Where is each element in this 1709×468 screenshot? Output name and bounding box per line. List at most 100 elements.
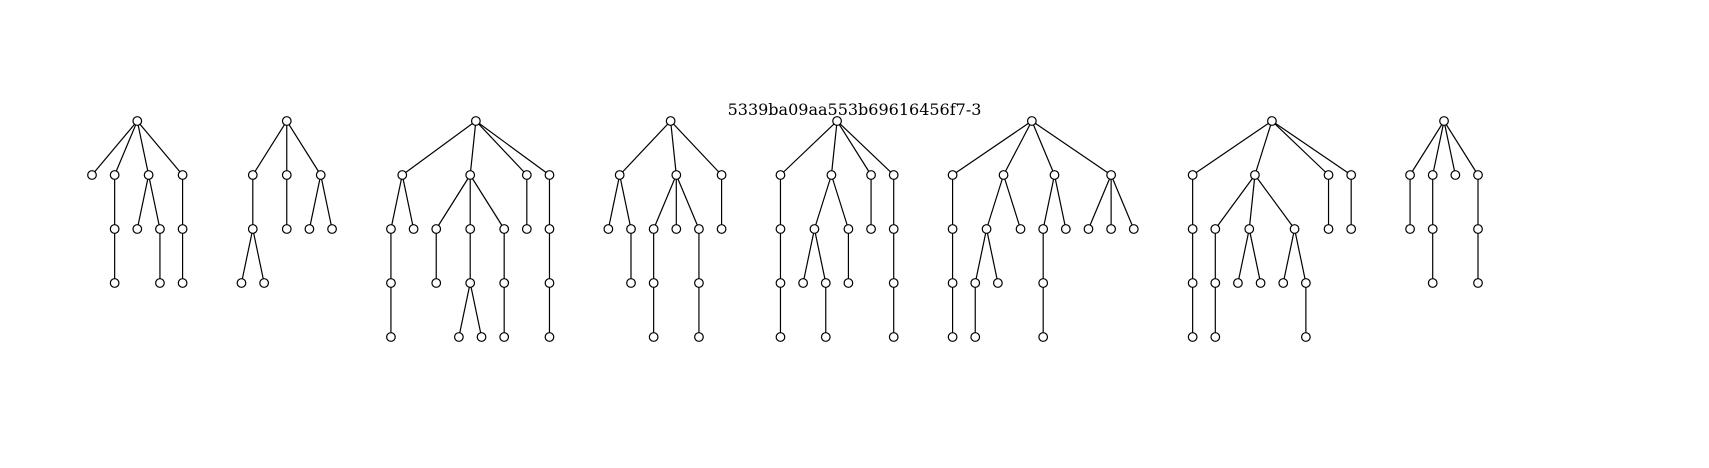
tree-3-node [386,224,396,234]
tree-3-edge [458,282,471,338]
tree-8-node [1473,170,1483,180]
tree-7-edge [1271,120,1352,176]
tree-6-edge [1031,120,1056,176]
tree-6-edge [1042,174,1056,230]
tree-6-node [970,332,981,342]
tree-5-root-node [832,116,842,126]
tree-7-edge [1271,120,1329,176]
tree-5-node [866,170,876,180]
tree-3-edge [469,174,505,230]
tree-1-node [177,224,188,234]
tree-7-edge [1214,174,1256,230]
tree-3-node [431,224,442,234]
tree-3-edge [390,174,403,230]
tree-7-node [1210,332,1221,342]
tree-2-node [259,278,270,288]
tree-7-edge [1293,228,1307,284]
tree-4-edge [619,120,672,176]
tree-2-edge [252,120,288,176]
tree-8-edge [1443,120,1456,176]
tree-6-node [970,278,981,288]
tree-3-node [397,170,408,180]
tree-1-node [155,224,165,234]
tree-7-node [1210,224,1221,234]
tree-6-node [1106,170,1117,180]
tree-7-node [1244,224,1255,234]
tree-7-node [1255,278,1266,288]
tree-5-edge [836,120,872,176]
tree-3-node [465,278,476,288]
tree-5-node [843,278,854,288]
tree-1-node [155,278,165,288]
tree-4-node [603,224,614,234]
tree-5-edge [830,120,838,176]
tree-3-node [386,332,396,342]
tree-6-edge [1003,120,1033,176]
tree-2-node [281,170,292,180]
tree-5-node [775,278,786,288]
tree-6-node [947,332,958,342]
tree-8-node [1405,224,1415,234]
tree-6-node [947,170,958,180]
tree-3-node [499,278,510,288]
tree-3-edge [475,120,550,176]
tree-1-node [109,170,120,180]
tree-8-root-node [1439,116,1449,126]
tree-4-root-node [665,116,676,126]
tree-5-node [888,278,899,288]
tree-6-node [1015,224,1026,234]
tree-7-node [1300,278,1311,288]
tree-5-node [775,170,786,180]
tree-7-edge [1237,228,1250,284]
tree-6-node [1083,224,1094,234]
tree-6-edge [985,174,1005,230]
tree-6-edge [985,228,999,284]
tree-7-node [1233,278,1243,288]
tree-4-node [671,224,682,234]
tree-4-edge [607,174,621,230]
nodes [87,116,1483,342]
tree-7-node [1300,332,1311,342]
tree-6-node [981,224,992,234]
tree-5-node [809,224,820,234]
tree-7-node [1346,170,1357,180]
tree-3-edge [401,174,415,230]
tree-4-node [626,278,636,288]
tree-6-node [992,278,1003,288]
tree-3-node [465,170,476,180]
tree-5-edge [836,120,895,176]
tree-5-node [843,224,854,234]
tree-1-edge [148,174,161,230]
tree-2-edge [286,120,322,176]
tree-2-edge [240,228,254,284]
tree-4-node [694,278,704,288]
tree-6-node [1038,332,1049,342]
tree-6-edge [1053,174,1067,230]
edges [91,120,1479,338]
tree-5-node [888,170,899,180]
tree-8-edge [1432,120,1445,176]
tree-8-node [1473,224,1483,234]
tree-6-root-node [1026,116,1037,126]
tree-2-node [304,224,315,234]
tree-7-edge [1248,174,1256,230]
tree-6-node [1128,224,1139,234]
tree-4-node [694,224,704,234]
tree-2-node [247,224,258,234]
tree-7-node [1323,170,1334,180]
tree-7-root-node [1267,116,1277,126]
tree-4-node [716,224,727,234]
tree-5-edge [802,228,816,284]
tree-2-node [327,224,337,234]
tree-4-edge [670,120,677,176]
tree-2-node [281,224,292,234]
tree-4-node [671,170,682,180]
tree-1-edge [91,120,138,176]
tree-6-edge [1110,174,1135,230]
tree-6-node [998,170,1009,180]
tree-8-node [1427,224,1438,234]
tree-5-node [775,332,786,342]
tree-2-edge [252,228,265,284]
